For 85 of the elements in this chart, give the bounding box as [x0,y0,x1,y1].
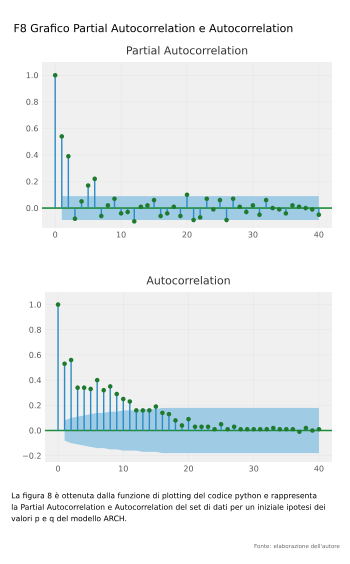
point [72,216,78,221]
point [147,408,152,413]
point [108,384,113,389]
point [264,198,268,202]
point [56,302,60,307]
point [178,214,183,218]
point [154,404,158,409]
point [198,215,202,220]
point [296,204,302,210]
point [166,412,172,416]
point [164,211,170,216]
point [218,422,224,427]
point [284,426,289,432]
point [304,426,308,430]
point [134,408,139,413]
point [238,426,243,432]
point [212,426,217,432]
point [251,426,256,432]
point [290,203,295,208]
point [218,198,222,202]
point [232,424,236,430]
point [224,218,229,222]
point [88,386,93,392]
point [79,199,84,204]
point [276,207,282,212]
point [68,358,74,362]
point [250,203,256,208]
point [86,183,90,188]
point [316,426,322,432]
point [303,206,308,210]
point [186,416,191,422]
point [258,426,263,432]
point [94,378,100,382]
point [152,198,156,202]
point [278,426,282,432]
point [244,210,249,214]
point [125,210,130,214]
point [101,388,106,393]
point [284,211,288,216]
point [128,399,132,404]
point [180,423,184,428]
point [211,207,216,212]
point [173,418,178,423]
point [297,429,302,434]
point [138,204,144,210]
point [59,134,64,139]
point [140,408,146,413]
point [264,426,270,432]
point [158,214,163,218]
point [204,196,210,202]
chart-subtitle: Autocorrelation [146,276,230,284]
point [114,392,120,396]
point [99,214,104,218]
point [244,426,250,432]
point [316,212,322,218]
point [192,424,198,430]
point [172,204,176,210]
point [225,426,230,432]
chart-title: F8 Grafico Partial Autocorrelation e Autocorrelation [14,24,292,32]
point [118,211,124,216]
point [199,424,204,430]
point [257,212,262,218]
point [92,176,98,182]
point [237,204,242,210]
point [145,203,150,208]
point [106,203,110,208]
point [120,396,126,402]
point [310,207,315,212]
point [75,385,80,390]
point [62,361,67,366]
point [66,154,71,159]
point [290,426,296,432]
point [184,192,190,198]
chart-subtitle: Partial Autocorrelation [126,46,248,54]
point [112,196,117,202]
point [132,219,137,224]
point [82,385,86,390]
point [206,424,210,430]
point [230,196,236,202]
point [191,218,196,222]
point [52,72,58,78]
point [310,428,315,433]
point [270,206,275,210]
point [160,410,165,416]
point [271,426,276,430]
